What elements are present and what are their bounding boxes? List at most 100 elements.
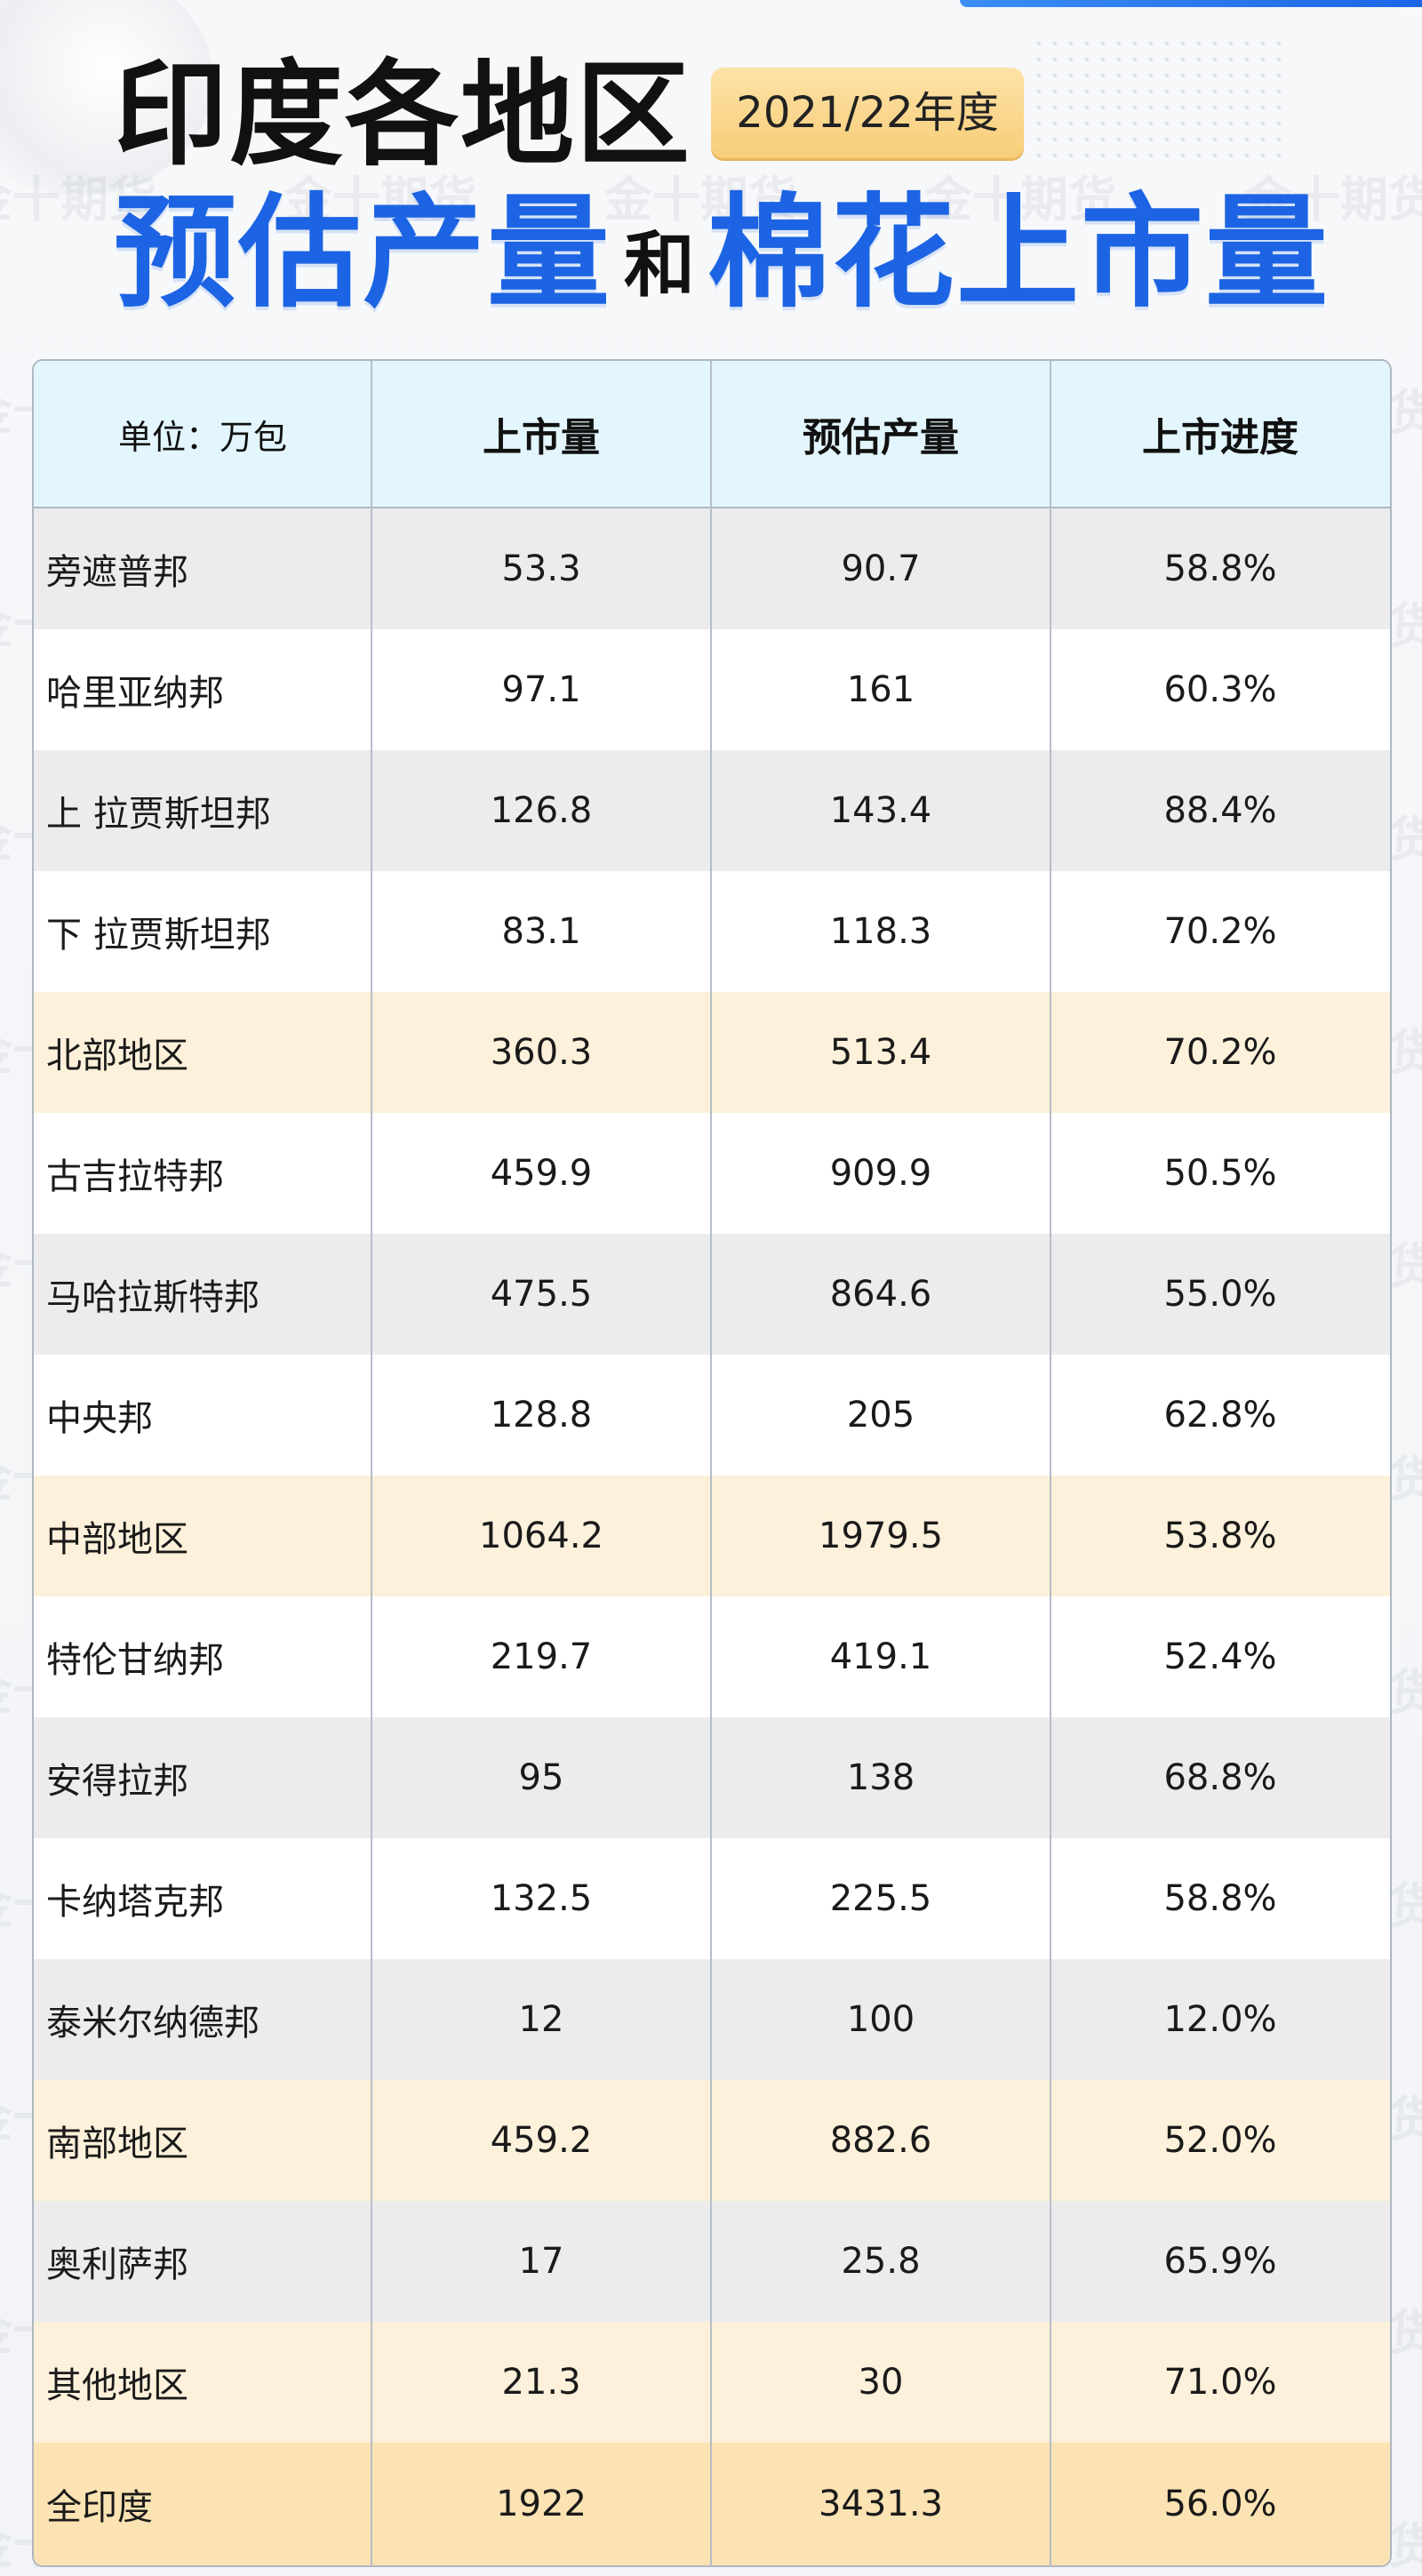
progress-cell: 70.2%	[1163, 1032, 1277, 1073]
estimate-cell: 882.6	[829, 2120, 932, 2161]
region-cell: 其他地区	[46, 2365, 188, 2406]
arrivals-cell: 132.5	[490, 1878, 593, 1919]
estimate-cell: 161	[846, 669, 915, 710]
estimate-cell: 90.7	[841, 548, 921, 589]
progress-cell: 71.0%	[1163, 2362, 1277, 2403]
arrivals-cell: 360.3	[490, 1032, 593, 1073]
estimate-cell: 1979.5	[819, 1516, 943, 1556]
table-row: 南部地区 459.2 882.6 52.0%	[34, 2080, 1390, 2201]
progress-cell: 88.4%	[1163, 790, 1277, 831]
estimate-cell: 3431.3	[819, 2484, 943, 2524]
arrivals-cell: 1064.2	[479, 1516, 603, 1556]
region-cell: 下 拉贾斯坦邦	[46, 915, 271, 956]
table-row: 其他地区 21.3 30 71.0%	[34, 2322, 1390, 2443]
table-row: 奥利萨邦 17 25.8 65.9%	[34, 2201, 1390, 2322]
arrivals-cell: 475.5	[490, 1274, 593, 1315]
top-accent-bar	[960, 0, 1422, 7]
estimate-cell: 513.4	[829, 1032, 932, 1073]
arrivals-cell: 459.2	[490, 2120, 593, 2161]
progress-cell: 55.0%	[1163, 1274, 1277, 1315]
arrivals-cell: 126.8	[490, 790, 593, 831]
region-cell: 南部地区	[46, 2124, 188, 2164]
progress-cell: 65.9%	[1163, 2241, 1277, 2282]
arrivals-cell: 459.9	[490, 1153, 593, 1194]
progress-cell: 53.8%	[1163, 1516, 1277, 1556]
table-row: 全印度 1922 3431.3 56.0%	[34, 2443, 1390, 2565]
region-cell: 中央邦	[46, 1398, 153, 1439]
table-row: 旁遮普邦 53.3 90.7 58.8%	[34, 508, 1390, 629]
table-row: 中央邦 128.8 205 62.8%	[34, 1355, 1390, 1476]
column-divider	[710, 361, 712, 2565]
table-row: 哈里亚纳邦 97.1 161 60.3%	[34, 629, 1390, 750]
arrivals-cell: 12	[518, 1999, 564, 2040]
region-cell: 中部地区	[46, 1519, 188, 1560]
progress-cell: 52.4%	[1163, 1636, 1277, 1677]
progress-cell: 68.8%	[1163, 1757, 1277, 1798]
data-table: 单位：万包 上市量 预估产量 上市进度 旁遮普邦 53.3 90.7 58.8% 哈里亚…	[32, 359, 1392, 2567]
region-cell: 奥利萨邦	[46, 2244, 188, 2285]
arrivals-cell: 128.8	[490, 1395, 593, 1436]
table-body: 旁遮普邦 53.3 90.7 58.8% 哈里亚纳邦 97.1 161 60.3% 上 拉贾斯坦…	[34, 508, 1390, 2565]
estimate-cell: 25.8	[841, 2241, 921, 2282]
region-cell: 全印度	[46, 2487, 153, 2528]
title-estimated-output: 预估产量	[114, 181, 612, 324]
region-cell: 特伦甘纳邦	[46, 1640, 224, 1681]
arrivals-cell: 97.1	[501, 669, 581, 710]
title-connector: 和	[624, 224, 696, 307]
header-estimate: 预估产量	[803, 415, 959, 460]
arrivals-cell: 21.3	[501, 2362, 581, 2403]
estimate-cell: 138	[846, 1757, 915, 1798]
arrivals-cell: 83.1	[501, 911, 581, 952]
table-row: 安得拉邦 95 138 68.8%	[34, 1717, 1390, 1838]
arrivals-cell: 17	[518, 2241, 564, 2282]
table-header: 单位：万包 上市量 预估产量 上市进度	[34, 361, 1390, 508]
region-cell: 卡纳塔克邦	[46, 1882, 224, 1923]
estimate-cell: 30	[858, 2362, 904, 2403]
progress-cell: 62.8%	[1163, 1395, 1277, 1436]
title-line-2: 预估产量和棉花上市量	[114, 187, 1330, 320]
progress-cell: 70.2%	[1163, 911, 1277, 952]
title-line-1: 印度各地区	[114, 49, 692, 181]
table-row: 卡纳塔克邦 132.5 225.5 58.8%	[34, 1838, 1390, 1959]
arrivals-cell: 1922	[496, 2484, 587, 2524]
progress-cell: 58.8%	[1163, 548, 1277, 589]
region-cell: 泰米尔纳德邦	[46, 2003, 260, 2044]
column-divider	[1050, 361, 1051, 2565]
region-cell: 马哈拉斯特邦	[46, 1277, 260, 1318]
progress-cell: 12.0%	[1163, 1999, 1277, 2040]
estimate-cell: 100	[846, 1999, 915, 2040]
progress-cell: 58.8%	[1163, 1878, 1277, 1919]
table-row: 中部地区 1064.2 1979.5 53.8%	[34, 1476, 1390, 1596]
arrivals-cell: 219.7	[490, 1636, 593, 1677]
estimate-cell: 143.4	[829, 790, 932, 831]
region-cell: 古吉拉特邦	[46, 1156, 224, 1197]
table-row: 上 拉贾斯坦邦 126.8 143.4 88.4%	[34, 750, 1390, 871]
estimate-cell: 225.5	[829, 1878, 932, 1919]
year-badge: 2021/22年度	[711, 68, 1024, 158]
region-cell: 上 拉贾斯坦邦	[46, 794, 271, 835]
title-cotton-arrivals: 棉花上市量	[707, 181, 1330, 324]
table-row: 特伦甘纳邦 219.7 419.1 52.4%	[34, 1596, 1390, 1717]
progress-cell: 60.3%	[1163, 669, 1277, 710]
header-unit: 单位：万包	[117, 417, 287, 457]
region-cell: 哈里亚纳邦	[46, 673, 224, 714]
progress-cell: 52.0%	[1163, 2120, 1277, 2161]
table-row: 下 拉贾斯坦邦 83.1 118.3 70.2%	[34, 871, 1390, 992]
estimate-cell: 864.6	[829, 1274, 932, 1315]
estimate-cell: 419.1	[829, 1636, 932, 1677]
dot-pattern-decoration	[1031, 36, 1289, 160]
arrivals-cell: 95	[518, 1757, 564, 1798]
header-arrivals: 上市量	[483, 415, 600, 460]
column-divider	[371, 361, 372, 2565]
table-row: 马哈拉斯特邦 475.5 864.6 55.0%	[34, 1234, 1390, 1355]
progress-cell: 50.5%	[1163, 1153, 1277, 1194]
header-progress: 上市进度	[1142, 415, 1298, 460]
table-row: 泰米尔纳德邦 12 100 12.0%	[34, 1959, 1390, 2080]
table-row: 古吉拉特邦 459.9 909.9 50.5%	[34, 1113, 1390, 1234]
estimate-cell: 909.9	[829, 1153, 932, 1194]
region-cell: 旁遮普邦	[46, 552, 188, 593]
region-cell: 北部地区	[46, 1036, 188, 1076]
region-cell: 安得拉邦	[46, 1761, 188, 1802]
progress-cell: 56.0%	[1163, 2484, 1277, 2524]
